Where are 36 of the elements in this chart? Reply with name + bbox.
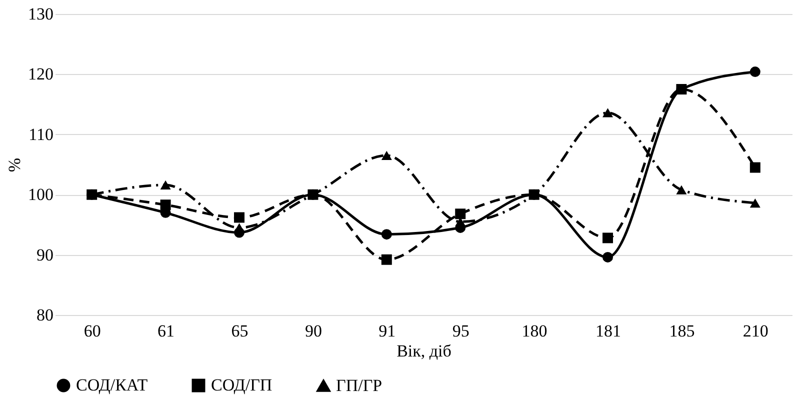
x-tick-label: 181	[596, 322, 621, 340]
x-tick-label: 65	[231, 322, 248, 340]
y-axis-title: %	[5, 158, 24, 172]
point	[381, 254, 392, 265]
point	[602, 252, 613, 262]
point	[381, 150, 392, 160]
y-tick-label: 80	[36, 306, 54, 324]
y-tick-label: 100	[28, 185, 54, 204]
x-axis-title: Вік, діб	[396, 342, 452, 360]
y-tick-label: 110	[28, 124, 54, 144]
point	[750, 162, 760, 173]
legend-label: ГП/ГР	[336, 376, 382, 395]
point	[676, 84, 687, 94]
x-tick-label: 210	[742, 322, 768, 340]
legend-label: СОД/ГП	[211, 376, 272, 395]
point	[234, 212, 244, 223]
point	[455, 208, 466, 220]
x-tick-label: 95	[452, 322, 470, 340]
point	[602, 232, 613, 244]
x-tick-label: 180	[522, 322, 548, 340]
x-tick-label: 90	[304, 322, 322, 340]
y-tick-label: 120	[28, 64, 54, 84]
x-tick-label: 60	[84, 322, 101, 340]
point	[676, 185, 687, 194]
point	[750, 66, 760, 78]
point	[750, 198, 760, 208]
point	[160, 200, 171, 210]
y-tick-label: 90	[36, 245, 54, 264]
legend-label: СОД/КАТ	[76, 376, 148, 395]
x-tick-label: 91	[378, 322, 396, 340]
x-tick-label: 61	[158, 322, 175, 340]
point	[160, 180, 171, 190]
point	[381, 229, 392, 240]
point	[602, 108, 613, 118]
y-tick-label: 130	[28, 4, 54, 24]
x-tick-label: 185	[669, 322, 695, 340]
